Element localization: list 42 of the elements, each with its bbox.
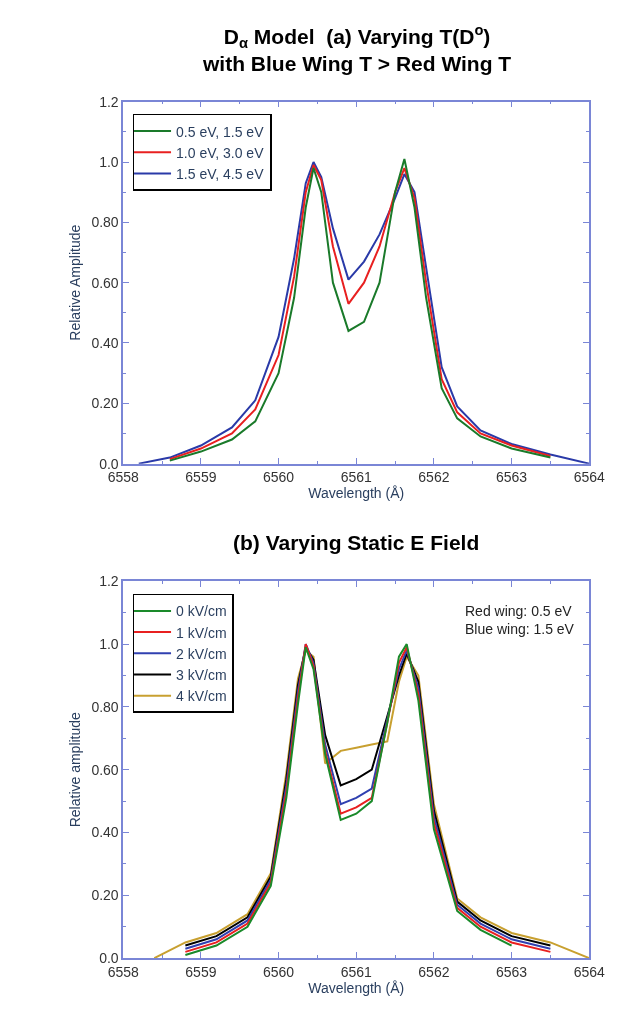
y-axis-title: Relative Amplitude [66, 224, 83, 341]
x-tick-label: 6558 [107, 469, 139, 486]
legend-label: 1 kV/cm [176, 624, 227, 641]
legend-label: 3 kV/cm [176, 666, 227, 683]
x-tick-label: 6563 [495, 469, 528, 486]
line-series [137, 161, 590, 464]
y-tick-label: 0.40 [91, 824, 119, 841]
x-tick-label: 6562 [418, 963, 450, 980]
x-axis-title: Wavelength (Å) [308, 485, 405, 502]
x-tick-label: 6564 [573, 469, 606, 486]
x-tick-label: 6562 [418, 469, 450, 486]
x-tick-label: 6564 [573, 963, 606, 980]
y-tick-label: 1.2 [99, 573, 119, 590]
legend-label: 0.5 eV, 1.5 eV [176, 123, 265, 140]
y-tick-label: 0.20 [91, 887, 119, 904]
y-tick-label: 0.80 [91, 214, 119, 231]
y-tick-label: 1.2 [99, 93, 119, 110]
legend-label: 1.0 eV, 3.0 eV [176, 144, 265, 161]
y-tick-label: 0.60 [91, 761, 119, 778]
x-tick-label: 6560 [262, 963, 295, 980]
x-tick-label: 6561 [340, 469, 373, 486]
y-axis-title: Relative amplitude [66, 711, 83, 828]
y-tick-label: 1.0 [99, 153, 119, 170]
annotation: Red wing: 0.5 eV Blue wing: 1.5 eV [465, 603, 575, 638]
x-tick-label: 6563 [495, 963, 528, 980]
y-tick-label: 0.0 [99, 455, 119, 472]
y-tick-label: 0.40 [91, 334, 119, 351]
y-tick-label: 0.80 [91, 698, 119, 715]
y-tick-label: 0.20 [91, 395, 119, 412]
y-tick-label: 1.0 [99, 635, 119, 652]
legend-label: 1.5 eV, 4.5 eV [176, 165, 265, 182]
y-tick-label: 0.60 [91, 274, 119, 291]
x-tick-label: 6561 [340, 963, 373, 980]
x-axis-title: Wavelength (Å) [308, 979, 405, 996]
x-tick-label: 6559 [185, 963, 217, 980]
x-tick-label: 6559 [185, 469, 217, 486]
chart-title: D$_{α}$ Model (a) Varying T(D$^{o}$) with Blue Wing T > Red Wing T [202, 22, 512, 76]
legend-label: 0 kV/cm [176, 603, 227, 620]
chart-title: (b) Varying Static E Field [233, 531, 480, 554]
legend-label: 2 kV/cm [176, 645, 227, 662]
legend-label: 4 kV/cm [176, 688, 227, 705]
x-tick-label: 6560 [262, 469, 295, 486]
